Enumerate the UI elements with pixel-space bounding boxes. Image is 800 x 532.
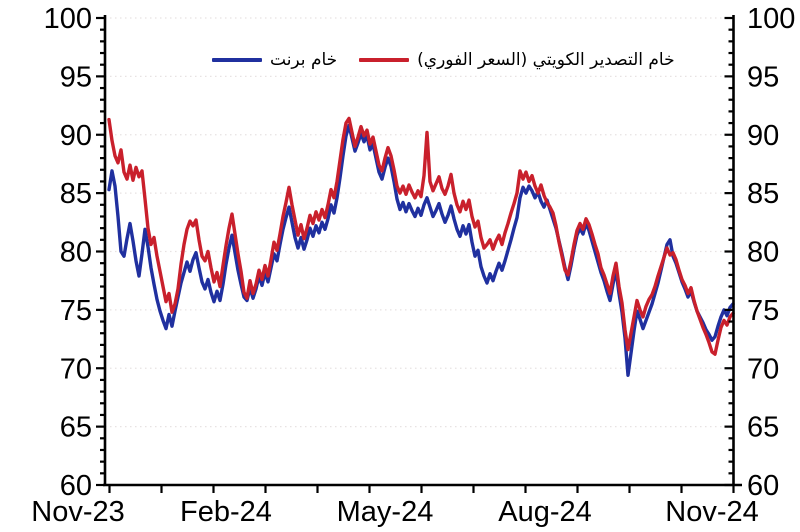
- x-axis-label: Nov-24: [665, 496, 759, 528]
- y-axis-label-right: 70: [747, 353, 779, 385]
- brent-line-swatch: [212, 58, 262, 62]
- y-axis-label-right: 60: [747, 470, 779, 502]
- y-axis-label-left: 70: [60, 353, 92, 385]
- y-axis-label-right: 80: [747, 237, 779, 269]
- brent-series-line: [107, 123, 735, 377]
- y-axis-label-right: 90: [747, 120, 779, 152]
- x-axis-label: Nov-23: [31, 496, 125, 528]
- legend-item-brent: خام برنت: [212, 50, 345, 70]
- x-axis-label: May-24: [337, 496, 434, 528]
- y-axis-label-left: 80: [60, 237, 92, 269]
- y-axis-label-right: 65: [747, 412, 779, 444]
- y-axis-label-left: 75: [60, 295, 92, 327]
- y-axis-label-left: 85: [60, 178, 92, 210]
- kuwait-line-swatch: [359, 58, 410, 62]
- legend-item-kuwait: خام التصدير الكويتي (السعر الفوري): [359, 50, 682, 70]
- axes-and-ticks: [96, 15, 742, 493]
- y-axis-label-right: 75: [747, 295, 779, 327]
- chart-legend: خام برنت خام التصدير الكويتي (السعر الفو…: [212, 50, 683, 70]
- y-axis-label-right: 85: [747, 178, 779, 210]
- y-axis-label-right: 100: [747, 3, 795, 35]
- data-series: [107, 116, 735, 377]
- y-axis-label-left: 90: [60, 120, 92, 152]
- gridlines: [105, 17, 734, 428]
- kuwait-legend-label: خام التصدير الكويتي (السعر الفوري): [417, 50, 675, 70]
- y-axis-label-left: 60: [60, 470, 92, 502]
- y-axis-label-left: 65: [60, 412, 92, 444]
- x-axis-label: Feb-24: [180, 496, 272, 528]
- y-axis-label-left: 100: [44, 3, 92, 35]
- x-axis-label: Aug-24: [498, 496, 592, 528]
- y-axis-label-right: 95: [747, 61, 779, 93]
- brent-legend-label: خام برنت: [270, 50, 338, 70]
- kuwait-series-line: [107, 116, 735, 356]
- y-axis-label-left: 95: [60, 61, 92, 93]
